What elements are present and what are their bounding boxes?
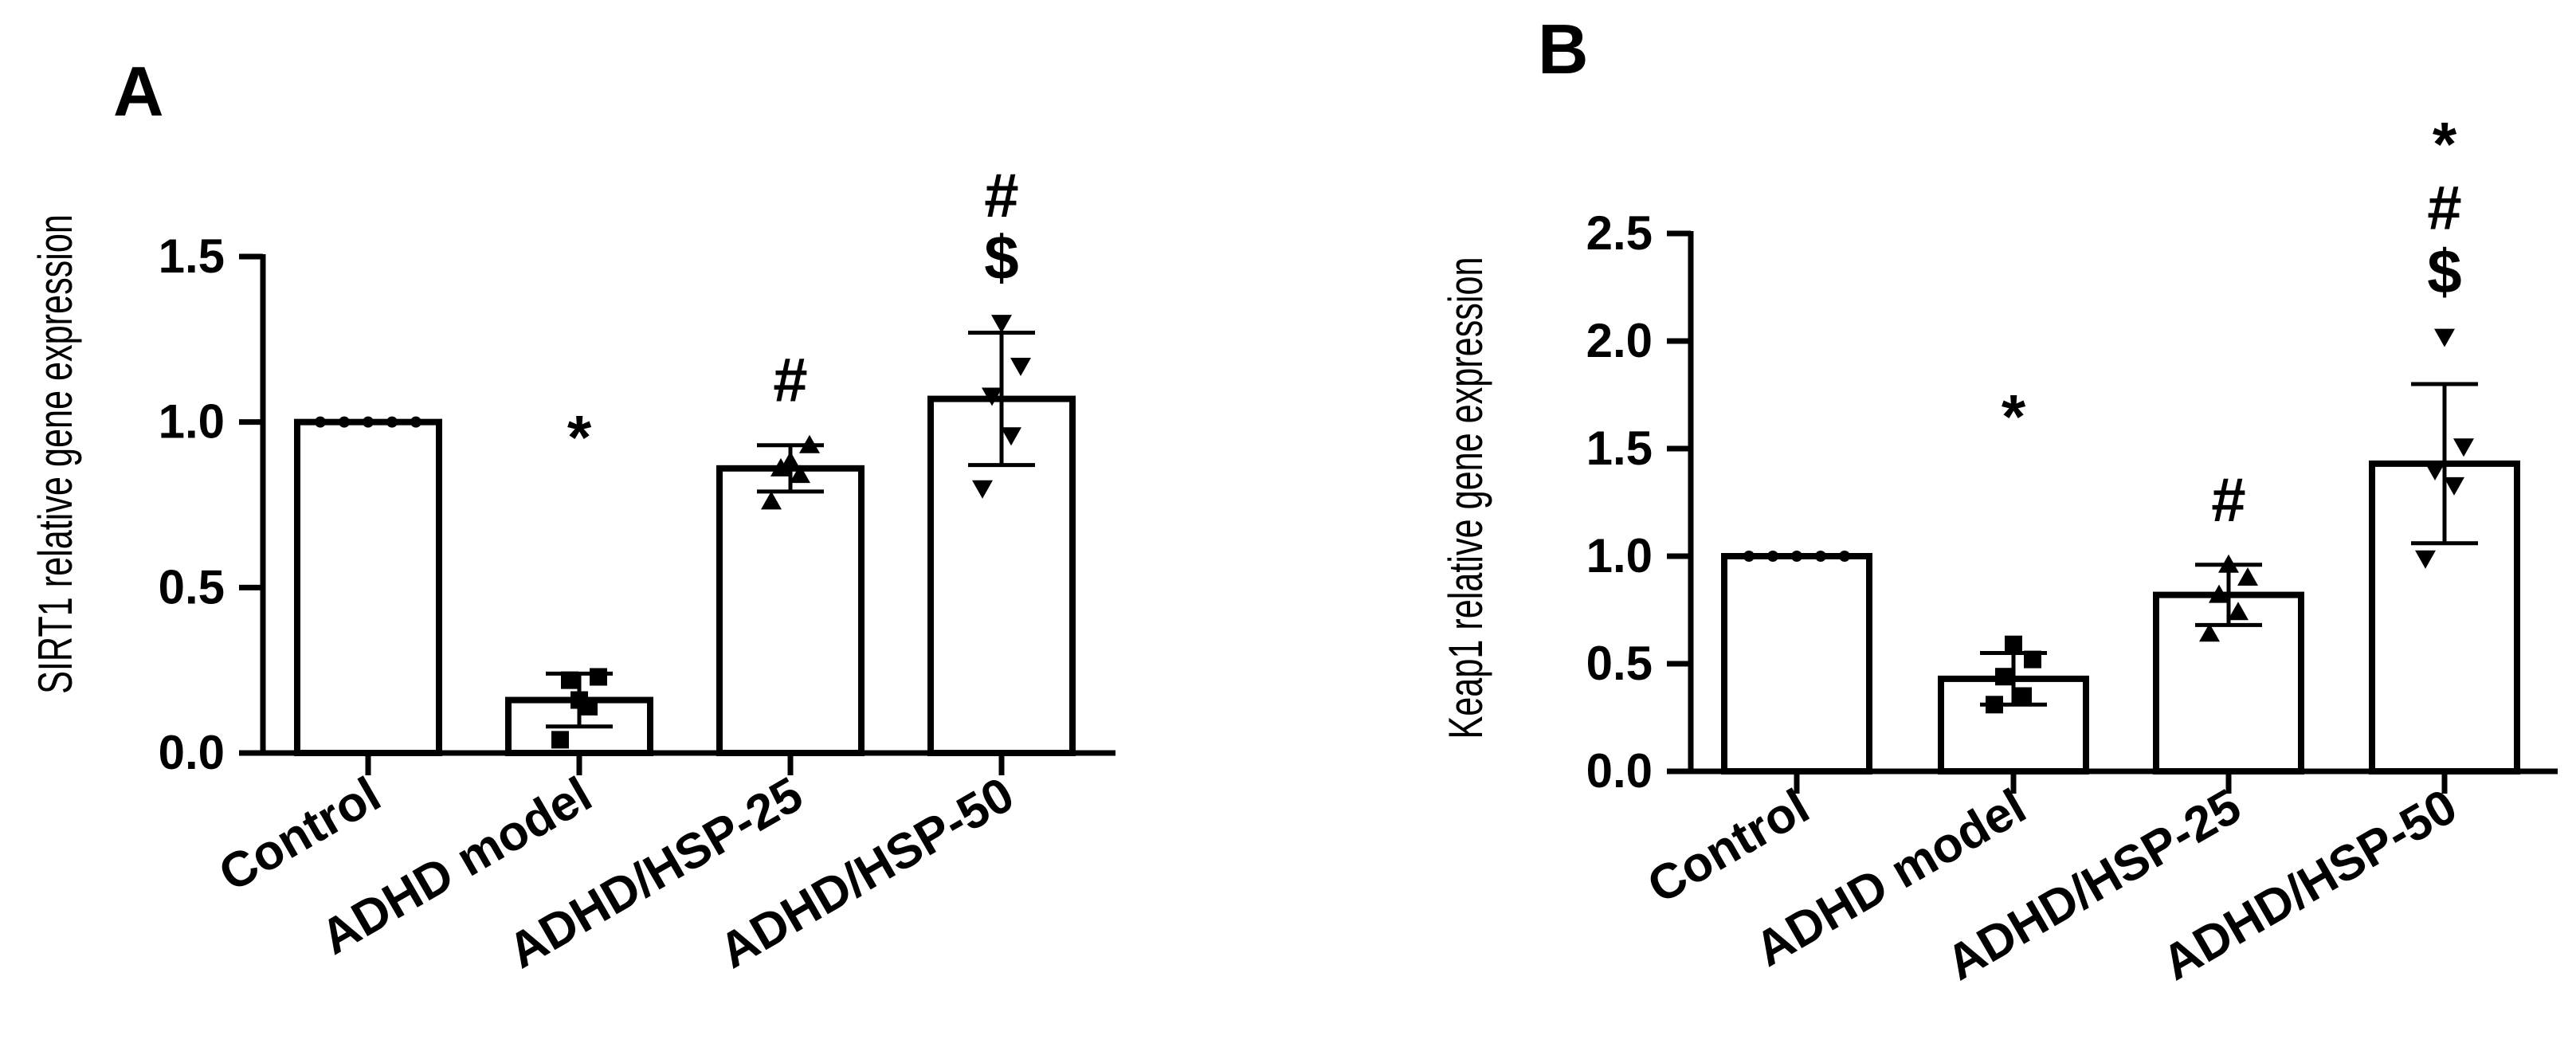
- panel-b-significance-mark: $: [2427, 237, 2461, 307]
- panel-b-data-point: [1995, 668, 2013, 686]
- panel-b: B Keap1 relative gene expression 0.0 0.5 1…: [1440, 10, 2558, 991]
- panel-b-data-point: [2005, 635, 2022, 653]
- panel-a-significance-mark: #: [984, 160, 1018, 230]
- panel-a-data-point: [551, 731, 569, 749]
- panel-a-y-tick-label: 1.5: [159, 229, 225, 283]
- panel-a-significance-mark: #: [773, 345, 807, 415]
- panel-b-y-tick-label: 1.0: [1586, 529, 1653, 582]
- panel-a-bar: [716, 465, 865, 757]
- panel-a-data-point: [982, 387, 1002, 406]
- panel-a-y-axis-label: SIRT1 relative gene expression: [29, 214, 83, 694]
- panel-b-data-point: [2415, 550, 2436, 569]
- panel-a-significance-mark: *: [567, 402, 592, 472]
- panel-a-data-point: [780, 451, 801, 470]
- panel-b-significance-mark: #: [2211, 465, 2245, 535]
- panel-b-data-point: [2014, 687, 2032, 705]
- panel-a-data-point: [1010, 358, 1031, 377]
- panel-b-letter: B: [1538, 10, 1589, 88]
- panel-b-data-point: [2228, 602, 2249, 621]
- panel-b-data-point: [2024, 650, 2041, 669]
- panel-a-data-point: [570, 691, 588, 709]
- panel-a-data-point: [561, 671, 578, 689]
- panel-b-data-point: [1986, 696, 2003, 714]
- panel-a-data-point: [410, 416, 421, 428]
- panel-a-category-label: Control: [210, 767, 390, 902]
- panel-a: A SIRT1 relative gene expression 0.0 0.5 1…: [29, 52, 1115, 979]
- panel-b-y-axis-label: Keap1 relative gene expression: [1440, 257, 1493, 739]
- panel-a-letter: A: [113, 52, 164, 131]
- panel-a-data-point: [386, 416, 398, 428]
- panel-b-y-tick-label: 0.5: [1586, 637, 1653, 690]
- panel-a-y-tick-label: 0.5: [159, 560, 225, 614]
- panel-a-data-point: [770, 457, 791, 476]
- panel-b-data-point: [2237, 567, 2258, 586]
- panel-a-data-point: [315, 416, 326, 428]
- panel-b-y-tick-label: 0.0: [1586, 744, 1653, 798]
- panel-a-data-point: [799, 434, 820, 453]
- panel-b-data-point: [2425, 462, 2445, 480]
- panel-a-data-point: [1001, 427, 1021, 446]
- panel-b-significance-mark: *: [2002, 382, 2026, 452]
- panel-a-data-point: [790, 465, 810, 484]
- panel-b-data-point: [2209, 584, 2229, 603]
- panel-b-y-tick-label: 2.5: [1586, 206, 1653, 260]
- panel-b-y-tick-label: 1.5: [1586, 422, 1653, 475]
- panel-b-data-point: [1815, 551, 1826, 562]
- panel-b-y-tick-label: 2.0: [1586, 314, 1653, 367]
- panel-b-significance-mark: #: [2427, 173, 2461, 243]
- panel-b-data-point: [2218, 554, 2239, 573]
- panel-a-y-tick-label: 1.0: [159, 395, 225, 449]
- panel-b-category-label: Control: [1639, 778, 1818, 914]
- panel-b-data-point: [1791, 551, 1802, 562]
- panel-b-data-point: [2444, 476, 2464, 496]
- panel-a-data-point: [363, 416, 374, 428]
- panel-b-data-point: [2453, 438, 2474, 457]
- panel-b-data-point: [1767, 551, 1778, 562]
- panel-a-bar: [294, 418, 442, 757]
- panel-b-data-point: [2199, 623, 2220, 642]
- panel-a-data-point: [991, 315, 1012, 334]
- panel-a-data-point: [972, 480, 993, 499]
- panel-b-data-point: [2434, 328, 2455, 347]
- panel-b-significance-mark: *: [2433, 109, 2457, 179]
- panel-a-significance-mark: $: [984, 222, 1018, 292]
- panel-a-y-tick-label: 0.0: [159, 726, 225, 779]
- panel-a-data-point: [761, 491, 782, 510]
- panel-a-data-point: [339, 416, 350, 428]
- panel-b-data-point: [1839, 551, 1850, 562]
- panel-b-bar: [1721, 553, 1872, 775]
- panel-a-data-point: [590, 668, 607, 686]
- panel-b-data-point: [1743, 551, 1755, 562]
